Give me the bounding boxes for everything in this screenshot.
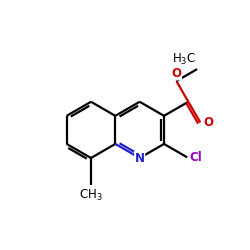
- Text: O: O: [203, 116, 213, 129]
- Text: H$_3$C: H$_3$C: [172, 52, 196, 67]
- Text: Cl: Cl: [189, 151, 202, 164]
- Text: O: O: [172, 67, 181, 80]
- Text: CH$_3$: CH$_3$: [79, 188, 103, 203]
- Text: N: N: [135, 152, 145, 164]
